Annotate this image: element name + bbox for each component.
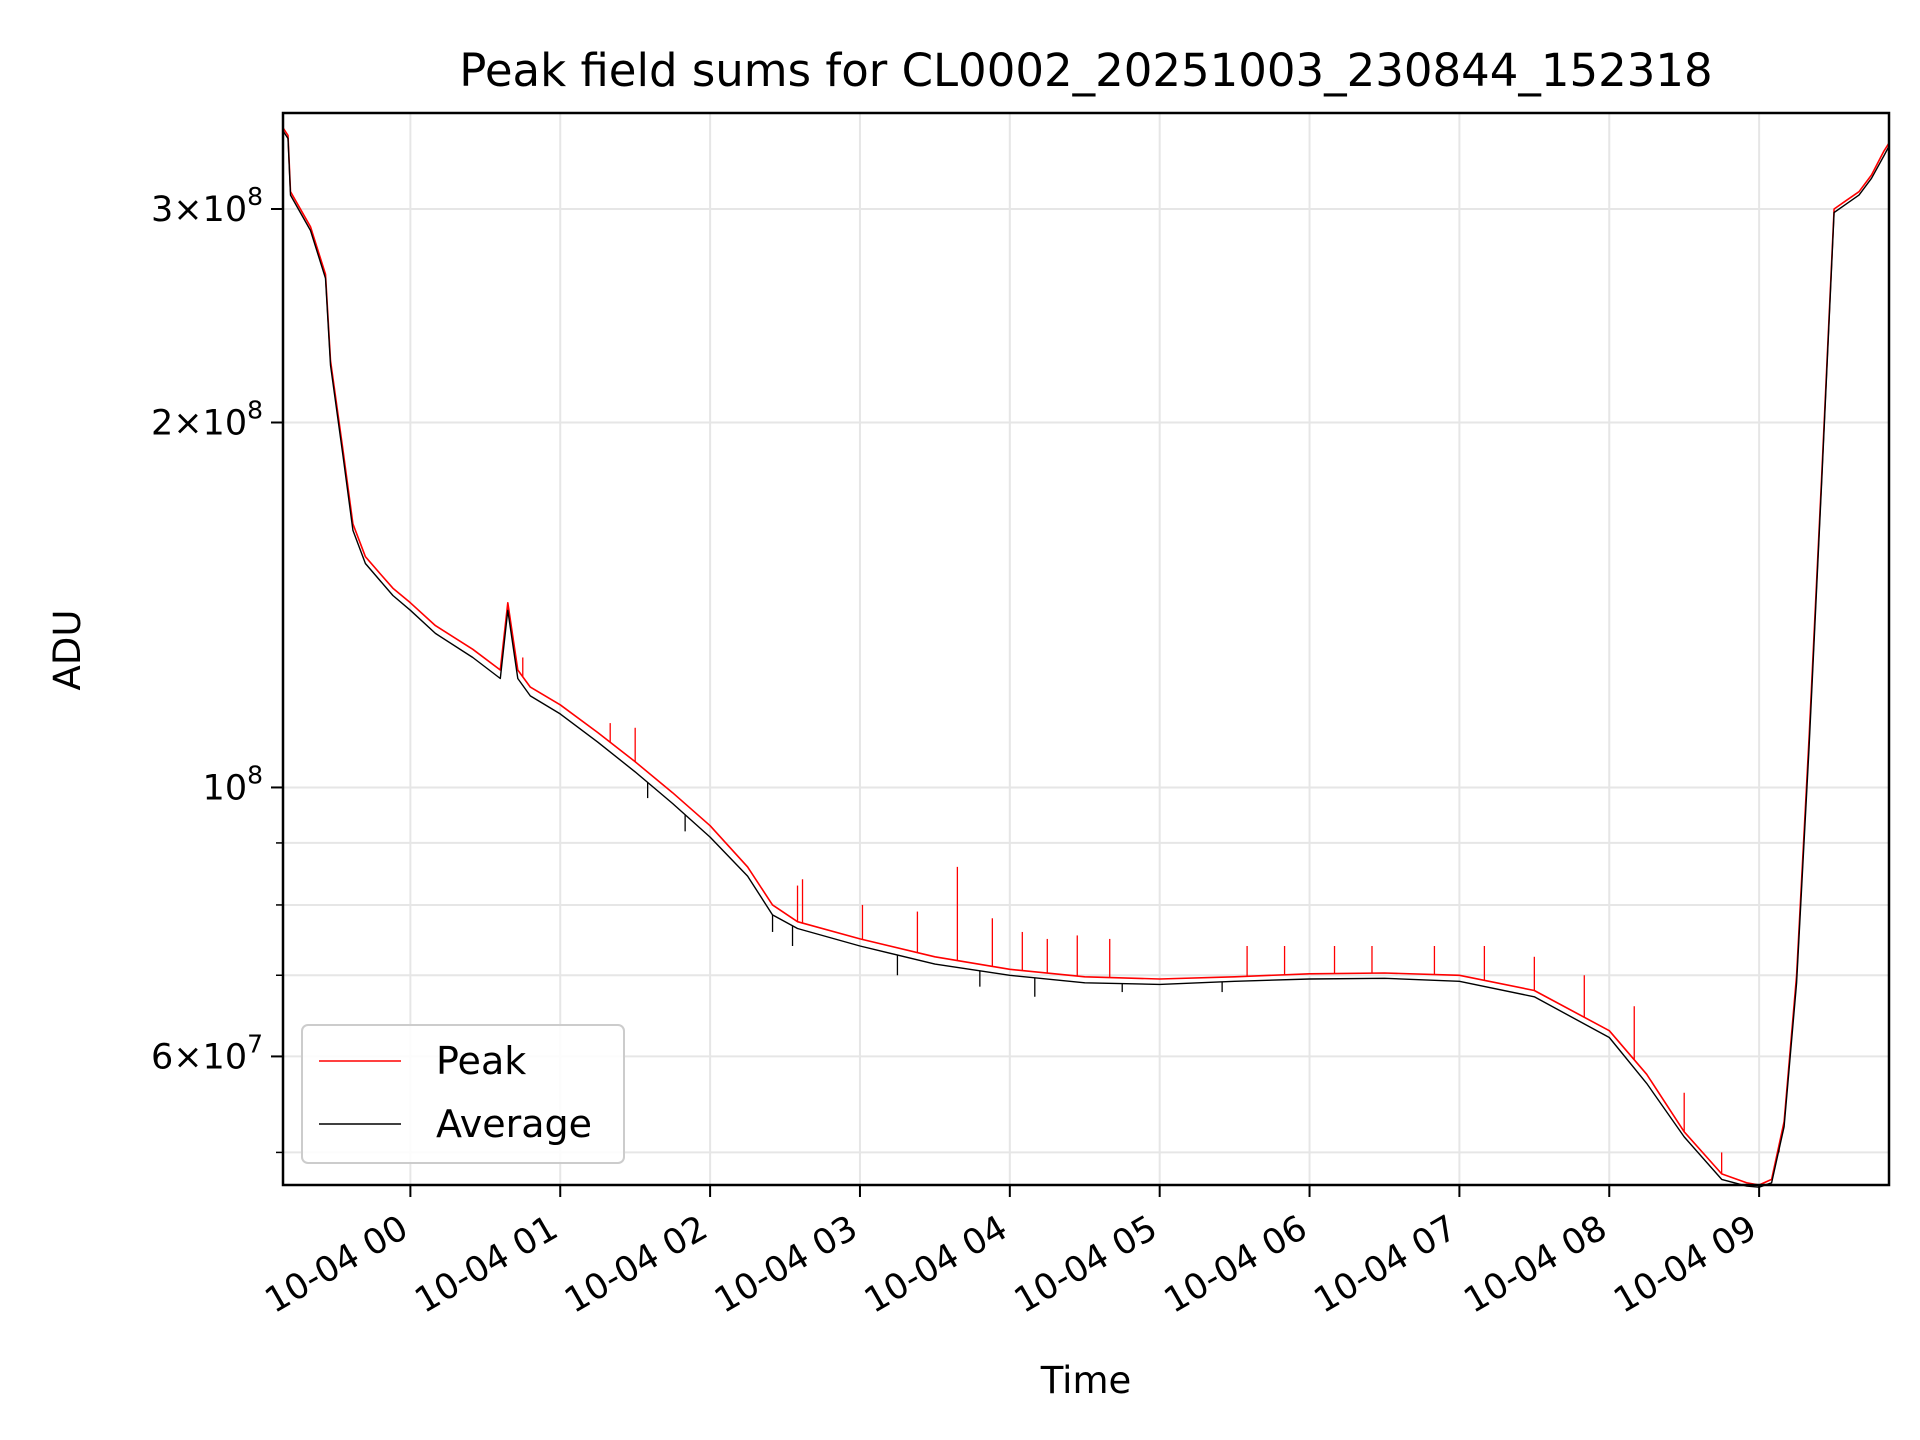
y-axis: 6×107 108 2×108 3×108 — [151, 182, 283, 1154]
plot-frame — [281, 111, 1891, 1187]
y-tick-label: 6×107 — [151, 1029, 263, 1077]
y-tick-label: 108 — [203, 760, 263, 808]
y-tick-label: 3×108 — [151, 182, 263, 230]
legend-peak-label: Peak — [436, 1039, 526, 1083]
series-line-average — [282, 130, 1890, 1188]
legend-box — [301, 1024, 625, 1164]
legend: Peak Average — [301, 1024, 625, 1164]
x-axis-label: Time — [1040, 1359, 1132, 1402]
chart-title: Peak field sums for CL0002_20251003_2308… — [459, 44, 1712, 97]
y-axis-label: ADU — [46, 610, 89, 691]
series-layer — [282, 127, 1890, 1188]
legend-average-label: Average — [436, 1102, 592, 1146]
y-tick-label: 2×108 — [151, 395, 263, 443]
